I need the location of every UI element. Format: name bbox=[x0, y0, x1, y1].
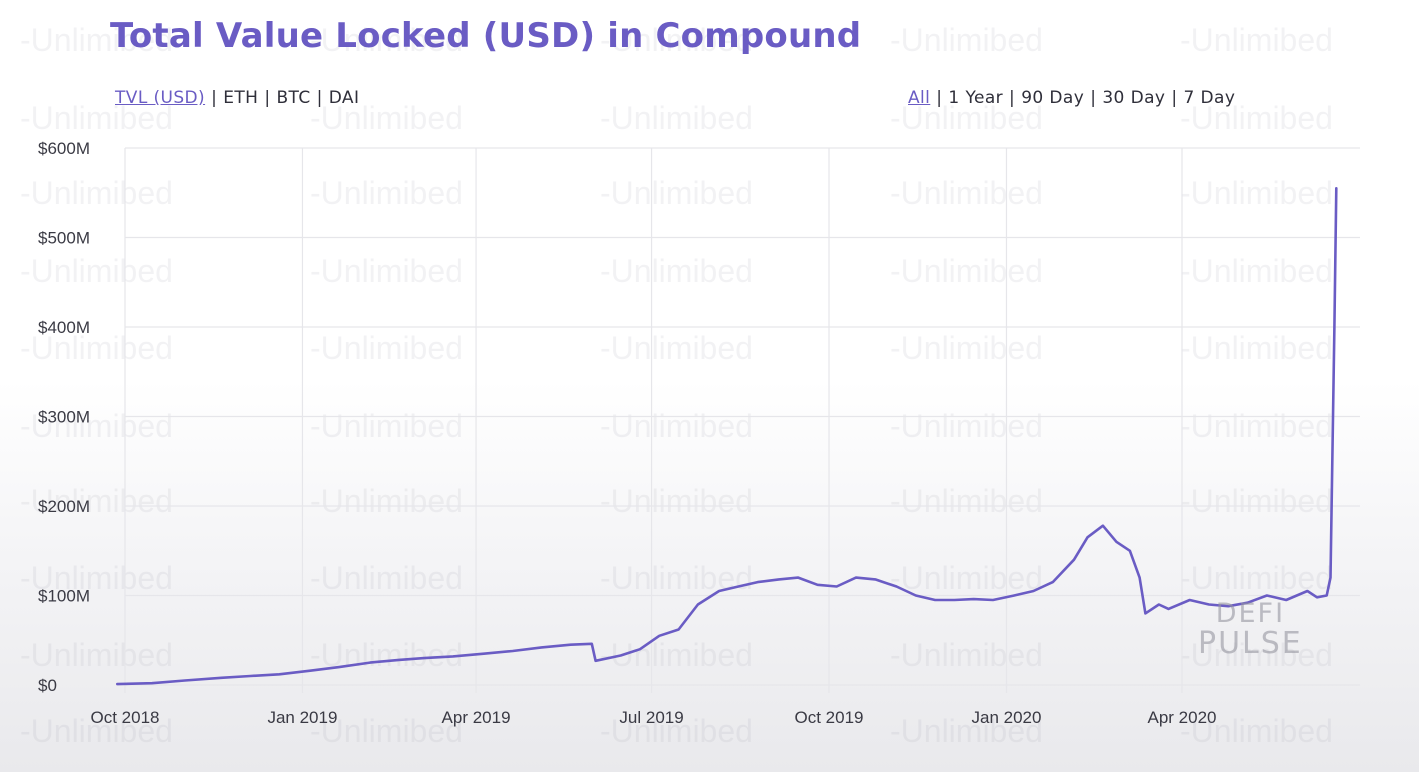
y-tick-label: $400M bbox=[38, 318, 90, 337]
chart-grid bbox=[124, 147, 1360, 693]
metric-selector: TVL (USD) | ETH | BTC | DAI bbox=[115, 88, 359, 108]
range-option-1-year[interactable]: 1 Year bbox=[948, 88, 1004, 108]
range-option-all[interactable]: All bbox=[908, 88, 931, 108]
defi-pulse-logo: DEFI PULSE bbox=[1198, 598, 1303, 662]
y-tick-label: $200M bbox=[38, 497, 90, 516]
chart-axes: $0 $100M $200M $300M $400M $500M $600M Oct 2018… bbox=[38, 139, 1217, 727]
chart-series bbox=[116, 187, 1338, 686]
y-tick-label: $500M bbox=[38, 229, 90, 248]
chart-title: Total Value Locked (USD) in Compound bbox=[110, 16, 862, 56]
metric-option-dai[interactable]: DAI bbox=[328, 88, 360, 108]
logo-line-1: DEFI bbox=[1215, 598, 1286, 629]
x-tick-label: Oct 2018 bbox=[91, 708, 160, 727]
range-option-30-day[interactable]: 30 Day bbox=[1102, 88, 1166, 108]
range-separator: | bbox=[936, 88, 943, 108]
x-tick-label: Apr 2020 bbox=[1148, 708, 1217, 727]
x-tick-label: Oct 2019 bbox=[795, 708, 864, 727]
x-tick-label: Jan 2020 bbox=[971, 708, 1041, 727]
range-option-7-day[interactable]: 7 Day bbox=[1183, 88, 1236, 108]
metric-option-tvl-usd[interactable]: TVL (USD) bbox=[115, 88, 206, 108]
metric-option-btc[interactable]: BTC bbox=[276, 88, 311, 108]
y-tick-label: $600M bbox=[38, 139, 90, 158]
x-tick-label: Apr 2019 bbox=[442, 708, 511, 727]
y-tick-label: $300M bbox=[38, 408, 90, 427]
range-separator: | bbox=[1090, 88, 1097, 108]
x-tick-label: Jul 2019 bbox=[619, 708, 683, 727]
y-tick-label: $0 bbox=[38, 676, 57, 695]
tvl-series-line bbox=[116, 187, 1338, 686]
range-selector: All | 1 Year | 90 Day | 30 Day | 7 Day bbox=[908, 88, 1235, 108]
range-separator: | bbox=[1171, 88, 1178, 108]
range-option-90-day[interactable]: 90 Day bbox=[1021, 88, 1085, 108]
metric-separator: | bbox=[316, 88, 323, 108]
range-separator: | bbox=[1009, 88, 1016, 108]
y-tick-label: $100M bbox=[38, 587, 90, 606]
metric-separator: | bbox=[211, 88, 218, 108]
metric-separator: | bbox=[264, 88, 271, 108]
logo-line-2: PULSE bbox=[1198, 626, 1303, 662]
metric-option-eth[interactable]: ETH bbox=[223, 88, 259, 108]
x-tick-label: Jan 2019 bbox=[267, 708, 337, 727]
